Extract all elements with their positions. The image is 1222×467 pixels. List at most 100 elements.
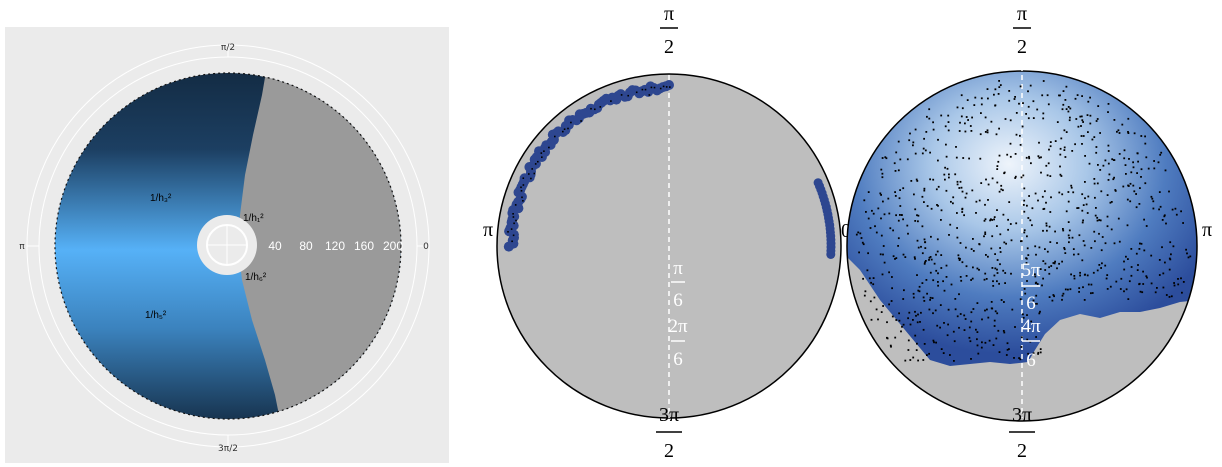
sample-dot [1070,273,1072,276]
sample-dot [935,253,937,256]
sample-dot [1170,295,1173,298]
sample-dot [1041,94,1044,97]
sample-dot [1019,144,1022,146]
sample-dot [921,225,924,228]
sample-dot [863,199,866,202]
sample-dot [937,159,939,162]
sample-dot [945,155,948,158]
sample-dot [1061,298,1063,301]
sample-dot [864,290,867,293]
sample-dot [912,141,915,144]
sample-dot [528,173,530,175]
sample-dot [922,147,925,150]
sample-dot [1000,299,1003,301]
sample-dot [514,204,517,206]
sample-dot [996,312,999,315]
sample-dot [1169,258,1172,261]
sample-dot [964,122,966,125]
sample-dot [520,186,522,189]
frac-bottom-num: 3π [659,404,679,426]
sample-dot [932,279,935,282]
sample-dot [1125,255,1127,258]
sample-dot [1098,232,1100,235]
sample-dot [1098,264,1101,266]
sample-dot [1172,245,1175,248]
sample-dot [1154,291,1157,294]
frac-top-num: π [1017,3,1027,25]
sample-dot [914,334,917,337]
sample-dot [1009,119,1012,122]
right-panel: π 2 π 3π 2 5π 6 4π 6 [846,3,1212,462]
sample-dot [533,172,536,175]
sample-dot [936,238,939,241]
sample-dot [1031,224,1033,227]
sample-dot [1029,219,1032,222]
sample-dot [923,238,926,241]
sample-dot [1111,158,1114,161]
sample-dot [984,116,987,119]
sample-dot [1069,107,1072,110]
sample-dot [1039,268,1042,270]
sample-dot [958,326,960,329]
sample-dot [954,173,957,176]
sample-dot [959,242,962,244]
sample-dot [912,144,914,147]
sample-dot [1026,280,1028,282]
sample-dot [1090,283,1093,286]
sample-dot [947,114,950,117]
sample-dot [932,178,935,181]
inner-frac-2-num: 2π [668,316,688,337]
sample-dot [932,128,935,131]
sample-dot [867,252,869,255]
sample-dot [1042,117,1045,120]
sample-dot [1099,132,1101,134]
sample-dot [1078,234,1081,237]
sample-dot [987,255,989,258]
sample-dot [1163,215,1166,218]
sample-dot [902,323,905,326]
sample-dot [986,131,989,134]
sample-dot [650,86,653,89]
sample-dot [936,204,938,206]
sample-dot [1020,336,1023,339]
sample-dot [937,272,939,275]
sample-dot [1010,239,1013,242]
sample-dot [1054,260,1056,263]
inner-frac-2-den: 6 [673,349,683,370]
sample-dot [1045,224,1048,227]
sample-dot [912,356,915,359]
sample-dot [1145,156,1148,159]
sample-dot [1081,209,1084,212]
sample-dot [1140,176,1142,178]
sample-dot [1128,280,1131,283]
sample-dot [881,172,884,175]
sample-dot [949,223,952,226]
sample-dot [880,168,883,171]
sample-dot [955,156,958,159]
sample-dot [567,127,569,130]
inner-frac-2-num: 4π [1021,316,1041,337]
sample-dot [507,231,509,233]
sample-dot [1032,117,1035,119]
sample-dot [857,231,860,234]
sample-dot [995,133,998,136]
sample-dot [665,86,668,88]
sample-dot [1038,312,1041,315]
sample-dot [1080,115,1083,118]
sample-dot [914,152,917,155]
sample-dot [961,208,964,211]
sample-dot [1067,200,1070,203]
sample-dot [1074,97,1077,100]
sample-dot [890,300,893,302]
sample-dot [1002,330,1005,332]
sample-dot [940,209,943,212]
sample-dot [537,160,539,163]
sample-dot [929,296,932,299]
sample-dot [1048,148,1050,151]
sample-dot [554,135,556,138]
sample-dot [1063,247,1066,249]
sample-dot [958,259,961,261]
sample-dot [1126,198,1129,201]
sample-dot [902,218,904,221]
sample-dot [1127,184,1129,187]
